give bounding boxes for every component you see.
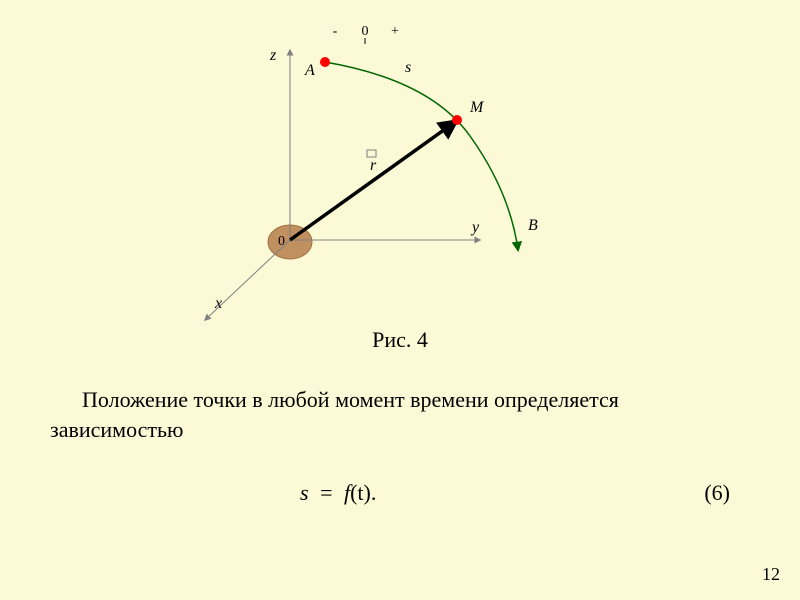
label-r-box [367,150,376,157]
point-m [452,115,462,125]
label-m: M [469,99,485,116]
description-text: Положение точки в любой момент времени о… [50,385,750,444]
description-text-content: Положение точки в любой момент времени о… [50,387,619,442]
trajectory-curve [325,62,518,250]
point-a [320,57,330,67]
equation-number: (6) [704,480,730,506]
radius-vector [290,122,455,240]
label-b: B [528,217,538,234]
equation-lhs: s [300,480,309,505]
axis-z-label: z [269,47,277,64]
scale-plus: + [391,24,399,39]
scale-zero: 0 [362,24,369,39]
scale-minus: - [333,24,338,39]
label-a: A [304,62,315,79]
origin-label: 0 [278,234,285,249]
label-s: s [405,59,411,76]
equation-eq: = [314,480,338,505]
label-r: r [370,157,377,174]
axis-y-label: y [470,219,480,236]
figure-caption: Рис. 4 [50,325,750,355]
equation-arg: (t). [350,480,376,505]
coordinate-diagram: - 0 + z y x A M B s r 0 [170,20,600,360]
axis-x-label: x [214,295,222,312]
page-number: 12 [762,564,780,585]
